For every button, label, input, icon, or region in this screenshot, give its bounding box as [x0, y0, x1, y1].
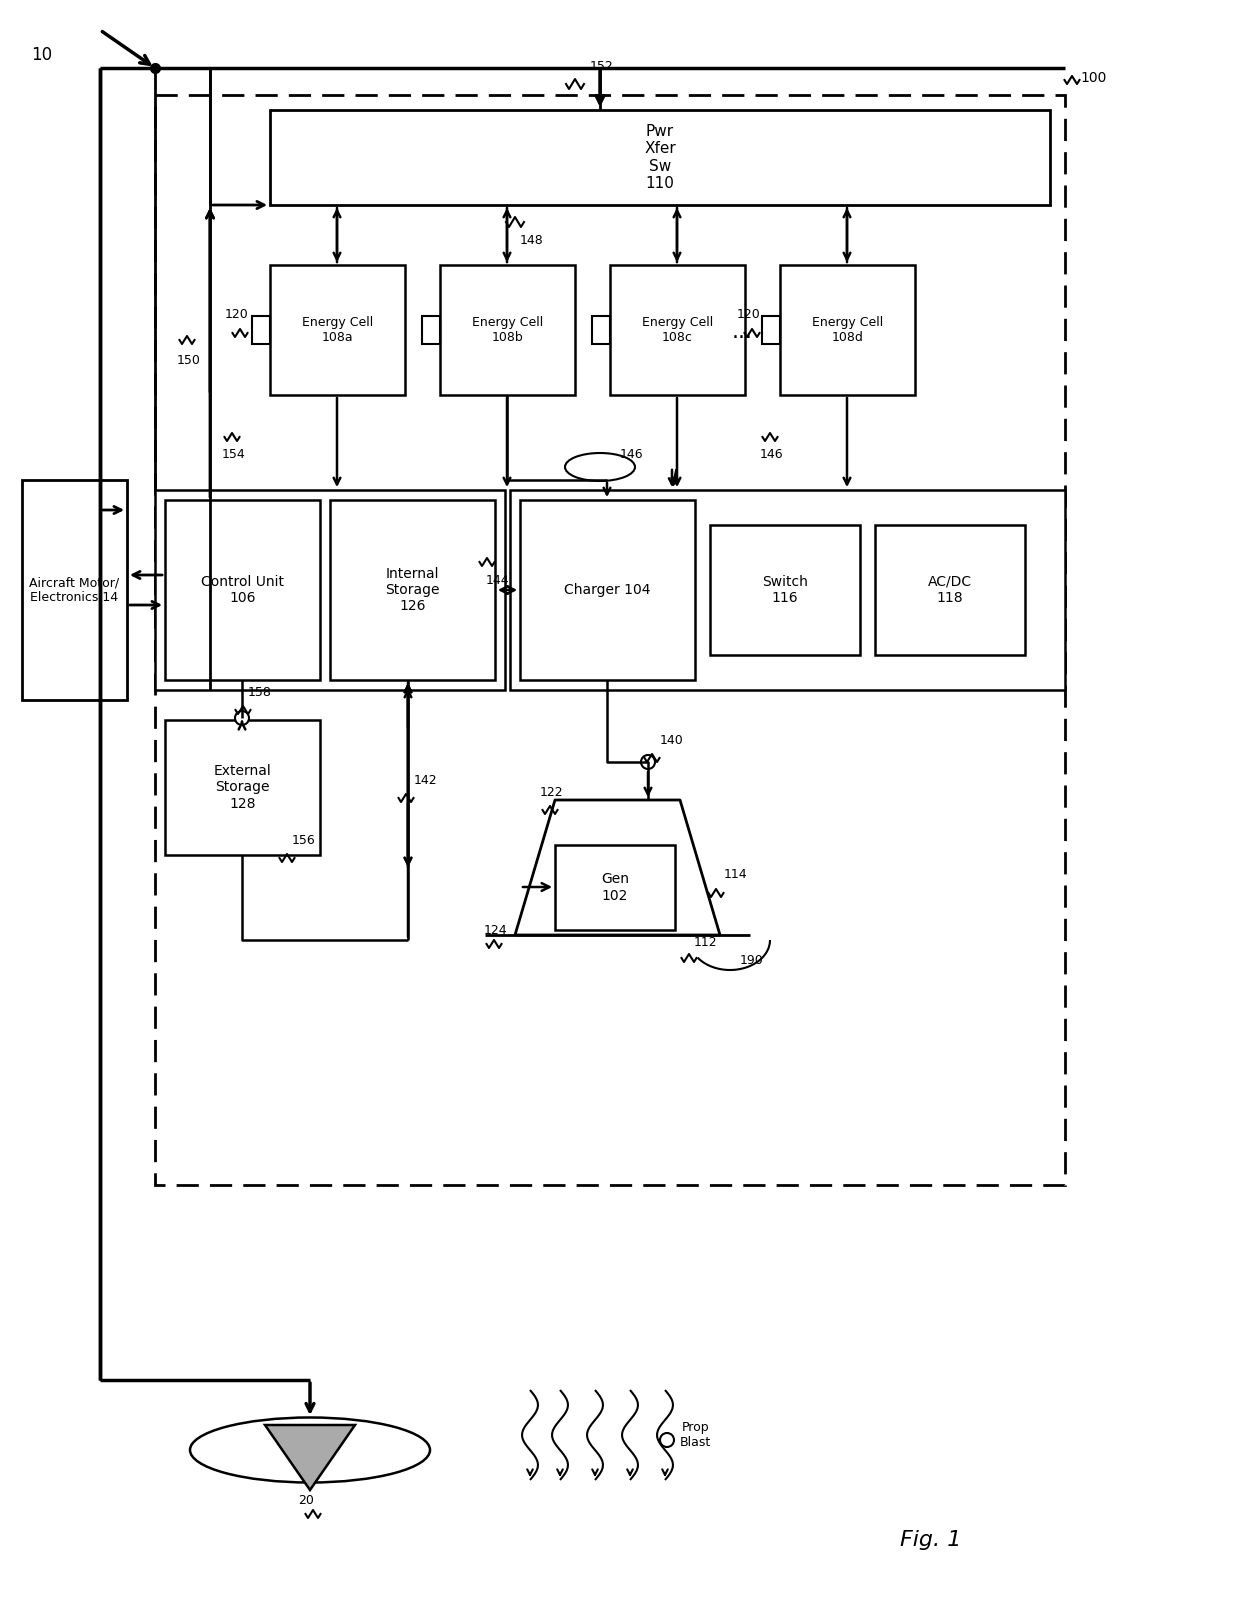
- Text: 158: 158: [248, 686, 272, 698]
- Bar: [591, 316, 610, 344]
- Bar: [270, 110, 1050, 205]
- Bar: [610, 265, 745, 395]
- Bar: [165, 500, 320, 681]
- Text: Prop
Blast: Prop Blast: [680, 1421, 712, 1449]
- Text: Energy Cell
108c: Energy Cell 108c: [642, 316, 713, 344]
- Text: 120: 120: [224, 308, 248, 321]
- Text: 114: 114: [724, 868, 748, 882]
- Text: 144: 144: [485, 574, 508, 586]
- Text: Control Unit
106: Control Unit 106: [201, 575, 284, 606]
- Text: 140: 140: [660, 733, 683, 746]
- Text: Energy Cell
108b: Energy Cell 108b: [472, 316, 543, 344]
- Text: Aircraft Motor/
Electronics 14: Aircraft Motor/ Electronics 14: [30, 575, 119, 604]
- Circle shape: [236, 711, 249, 725]
- Text: AC/DC
118: AC/DC 118: [928, 575, 972, 606]
- Bar: [330, 500, 495, 681]
- Text: 146: 146: [620, 449, 644, 462]
- Bar: [422, 316, 440, 344]
- Bar: [510, 491, 1065, 690]
- Text: External
Storage
128: External Storage 128: [213, 764, 272, 810]
- Text: Energy Cell
108a: Energy Cell 108a: [301, 316, 373, 344]
- Circle shape: [641, 754, 655, 769]
- Text: 146: 146: [760, 449, 784, 462]
- Bar: [763, 316, 780, 344]
- Bar: [556, 845, 675, 930]
- Text: 156: 156: [291, 834, 316, 847]
- Bar: [155, 491, 505, 690]
- Text: Energy Cell
108d: Energy Cell 108d: [812, 316, 883, 344]
- Text: 190: 190: [740, 954, 764, 967]
- Text: Fig. 1: Fig. 1: [900, 1529, 961, 1550]
- Text: 100: 100: [1080, 70, 1106, 85]
- Text: 20: 20: [298, 1494, 314, 1507]
- Bar: [165, 721, 320, 855]
- Text: Switch
116: Switch 116: [763, 575, 808, 606]
- Text: 122: 122: [539, 786, 564, 799]
- Bar: [22, 479, 126, 700]
- Text: 152: 152: [590, 61, 614, 74]
- Bar: [711, 526, 861, 655]
- Circle shape: [660, 1433, 675, 1448]
- Text: ...: ...: [732, 323, 753, 342]
- Bar: [155, 94, 1065, 1186]
- Text: Gen
102: Gen 102: [601, 873, 629, 903]
- Text: 124: 124: [484, 924, 507, 936]
- Text: 120: 120: [737, 308, 760, 321]
- Text: 112: 112: [694, 935, 718, 949]
- Text: 150: 150: [177, 353, 201, 366]
- Bar: [440, 265, 575, 395]
- Bar: [780, 265, 915, 395]
- Text: Pwr
Xfer
Sw
110: Pwr Xfer Sw 110: [644, 125, 676, 192]
- Text: 154: 154: [222, 449, 246, 462]
- Text: Internal
Storage
126: Internal Storage 126: [386, 567, 440, 614]
- Text: 10: 10: [31, 46, 52, 64]
- Bar: [520, 500, 694, 681]
- Bar: [875, 526, 1025, 655]
- Text: Charger 104: Charger 104: [564, 583, 651, 598]
- Bar: [252, 316, 270, 344]
- Bar: [270, 265, 405, 395]
- Text: 148: 148: [520, 233, 544, 246]
- Text: 142: 142: [414, 773, 438, 786]
- Polygon shape: [265, 1425, 355, 1489]
